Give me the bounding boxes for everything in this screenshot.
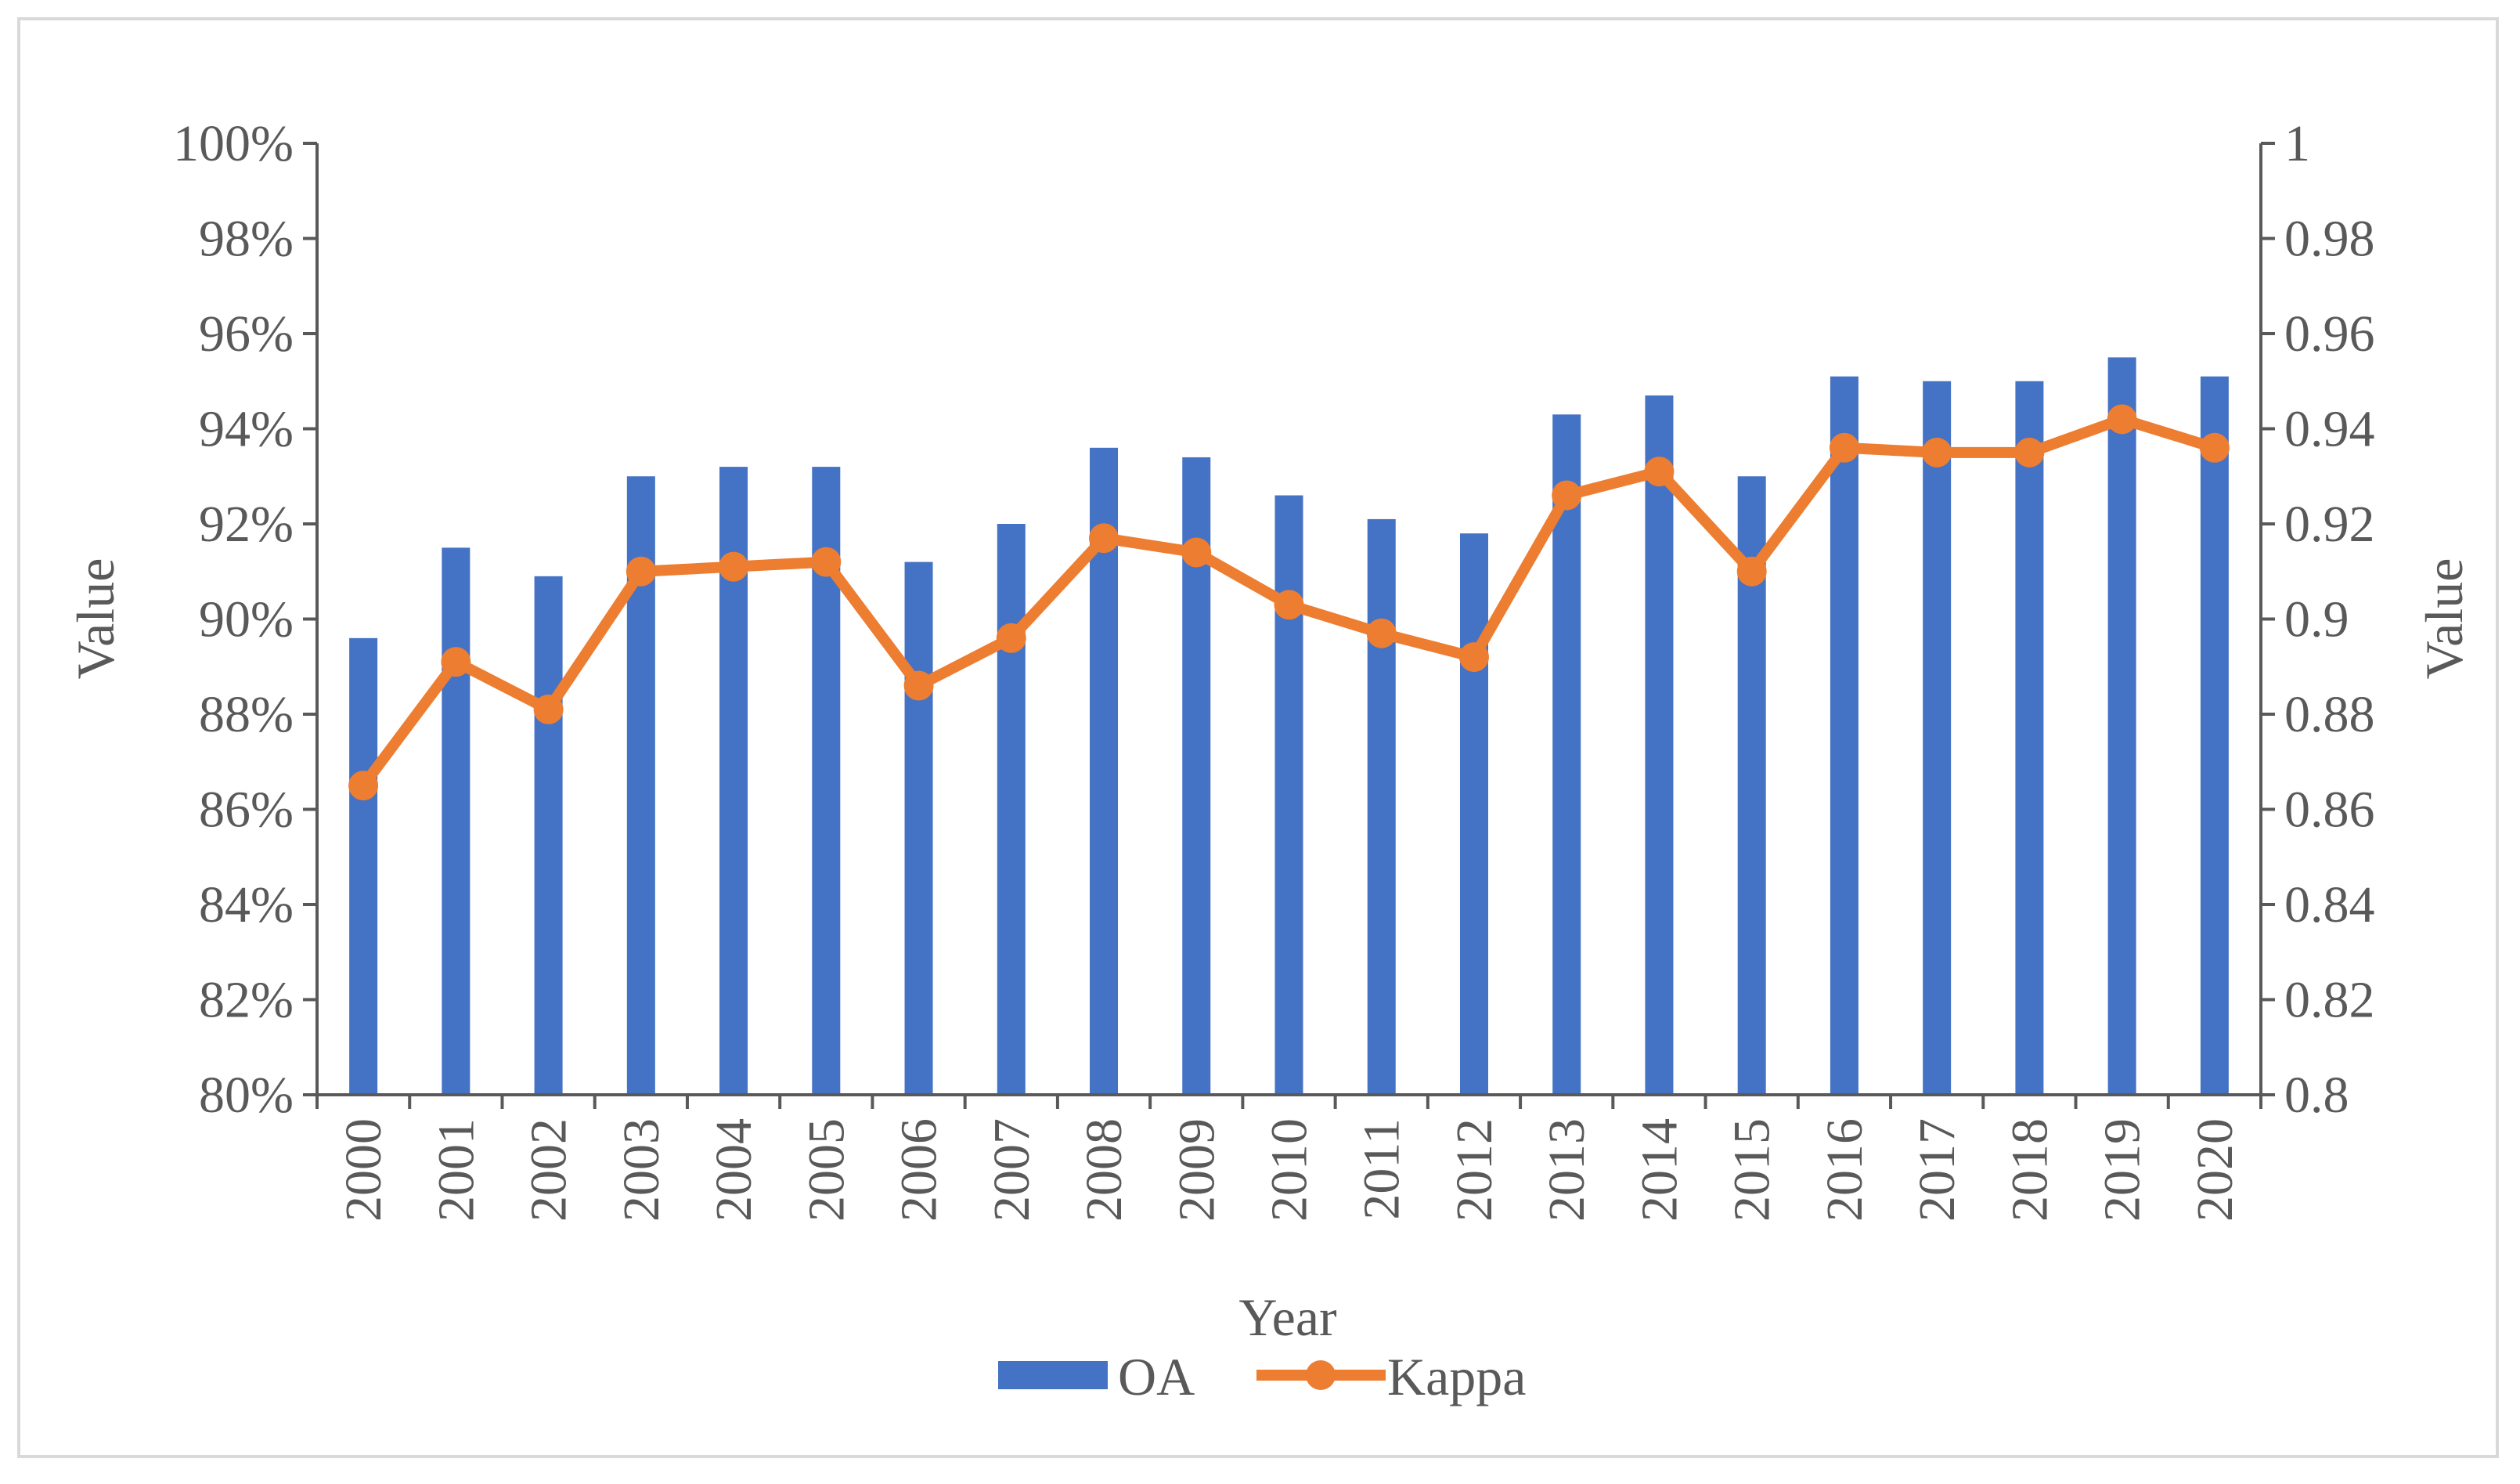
- kappa-point: [2014, 437, 2045, 468]
- left-y-tick-label: 98%: [199, 211, 294, 268]
- legend-kappa-marker: [1306, 1360, 1336, 1390]
- kappa-point: [996, 623, 1026, 653]
- legend-kappa-label: Kappa: [1387, 1347, 1526, 1406]
- kappa-point: [2107, 404, 2137, 435]
- x-tick-label: 2004: [705, 1118, 762, 1222]
- kappa-point: [1644, 457, 1675, 487]
- legend: OA Kappa: [998, 1347, 1526, 1406]
- legend-oa-label: OA: [1118, 1347, 1195, 1406]
- oa-bar: [1367, 518, 1396, 1095]
- right-y-tick-label: 0.84: [2284, 876, 2375, 933]
- oa-bar: [1645, 395, 1674, 1096]
- tick-labels: 80% 82% 84% 86% 88% 90% 92% 94% 96% 98% 100% 0.8 0.8…: [173, 115, 2374, 1222]
- oa-bars: [349, 357, 2229, 1096]
- right-y-tick-label: 0.92: [2284, 496, 2375, 553]
- oa-bar: [1923, 381, 1952, 1095]
- left-y-tick-label: 80%: [199, 1067, 294, 1124]
- kappa-point: [1552, 480, 1582, 511]
- x-tick-label: 2005: [798, 1118, 855, 1222]
- oa-bar: [442, 547, 470, 1095]
- right-y-tick-label: 0.88: [2284, 686, 2375, 743]
- x-tick-label: 2019: [2094, 1118, 2151, 1222]
- right-y-tick-label: 0.98: [2284, 211, 2375, 268]
- x-tick-label: 2015: [1724, 1118, 1781, 1222]
- kappa-point: [348, 771, 379, 801]
- right-y-tick-label: 0.9: [2284, 591, 2349, 648]
- left-y-tick-label: 86%: [199, 782, 294, 839]
- kappa-point: [1366, 618, 1397, 648]
- kappa-point: [2199, 432, 2230, 463]
- x-tick-label: 2003: [613, 1118, 670, 1222]
- x-tick-label: 2016: [1816, 1118, 1873, 1222]
- oa-bar: [1459, 533, 1488, 1095]
- x-tick-label: 2010: [1261, 1118, 1318, 1222]
- right-y-tick-label: 0.82: [2284, 972, 2375, 1029]
- x-axis-title: Year: [1238, 1287, 1337, 1347]
- kappa-point: [1274, 590, 1304, 620]
- x-tick-label: 2001: [427, 1118, 485, 1222]
- x-tick-label: 2009: [1168, 1118, 1225, 1222]
- x-tick-label: 2020: [2187, 1118, 2244, 1222]
- left-y-tick-label: 84%: [199, 876, 294, 933]
- left-y-tick-label: 92%: [199, 496, 294, 553]
- right-y-tick-label: 1: [2284, 115, 2310, 172]
- kappa-point: [1181, 537, 1212, 568]
- kappa-point: [811, 547, 842, 577]
- oa-bar: [2015, 381, 2044, 1095]
- right-y-tick-label: 0.86: [2284, 782, 2375, 839]
- legend-oa-swatch: [998, 1361, 1108, 1389]
- axis-ticks: [303, 142, 2275, 1109]
- x-tick-label: 2014: [1631, 1118, 1688, 1222]
- y-axis-title-left: Value: [66, 558, 125, 680]
- x-tick-label: 2018: [2001, 1118, 2058, 1222]
- kappa-point: [1736, 556, 1767, 587]
- left-y-tick-label: 94%: [199, 401, 294, 458]
- right-y-tick-label: 0.8: [2284, 1067, 2349, 1124]
- left-y-tick-label: 88%: [199, 686, 294, 743]
- kappa-point: [903, 670, 934, 701]
- x-tick-label: 2008: [1076, 1118, 1133, 1222]
- left-y-tick-label: 96%: [199, 305, 294, 363]
- kappa-point: [1829, 432, 1859, 463]
- oa-bar: [997, 524, 1026, 1095]
- right-y-tick-label: 0.96: [2284, 305, 2375, 363]
- x-tick-label: 2002: [521, 1118, 578, 1222]
- left-y-tick-label: 90%: [199, 591, 294, 648]
- chart-frame: [17, 17, 2499, 1458]
- kappa-point: [1458, 642, 1489, 673]
- kappa-point: [719, 551, 749, 582]
- kappa-line: [348, 404, 2230, 801]
- oa-bar: [1552, 414, 1581, 1095]
- oa-bar: [2200, 376, 2229, 1095]
- oa-bar: [349, 637, 378, 1095]
- kappa-point: [441, 647, 471, 677]
- oa-bar: [534, 576, 563, 1095]
- oa-bar: [2107, 357, 2136, 1095]
- x-tick-label: 2007: [983, 1118, 1040, 1222]
- kappa-point: [1922, 437, 1952, 468]
- x-tick-label: 2017: [1909, 1118, 1966, 1222]
- x-tick-label: 2012: [1446, 1118, 1503, 1222]
- oa-bar: [1274, 495, 1303, 1095]
- x-tick-label: 2000: [335, 1118, 392, 1222]
- x-tick-label: 2006: [891, 1118, 948, 1222]
- kappa-point: [533, 694, 564, 724]
- x-tick-label: 2013: [1538, 1118, 1595, 1222]
- left-y-tick-label: 100%: [173, 115, 294, 172]
- y-axis-title-right: Value: [2414, 558, 2474, 680]
- x-tick-label: 2011: [1354, 1118, 1411, 1220]
- oa-bar: [1830, 376, 1858, 1095]
- kappa-point: [1089, 523, 1119, 554]
- right-y-tick-label: 0.94: [2284, 401, 2375, 458]
- left-y-tick-label: 82%: [199, 972, 294, 1029]
- kappa-point: [625, 556, 656, 587]
- oa-bar: [904, 561, 933, 1095]
